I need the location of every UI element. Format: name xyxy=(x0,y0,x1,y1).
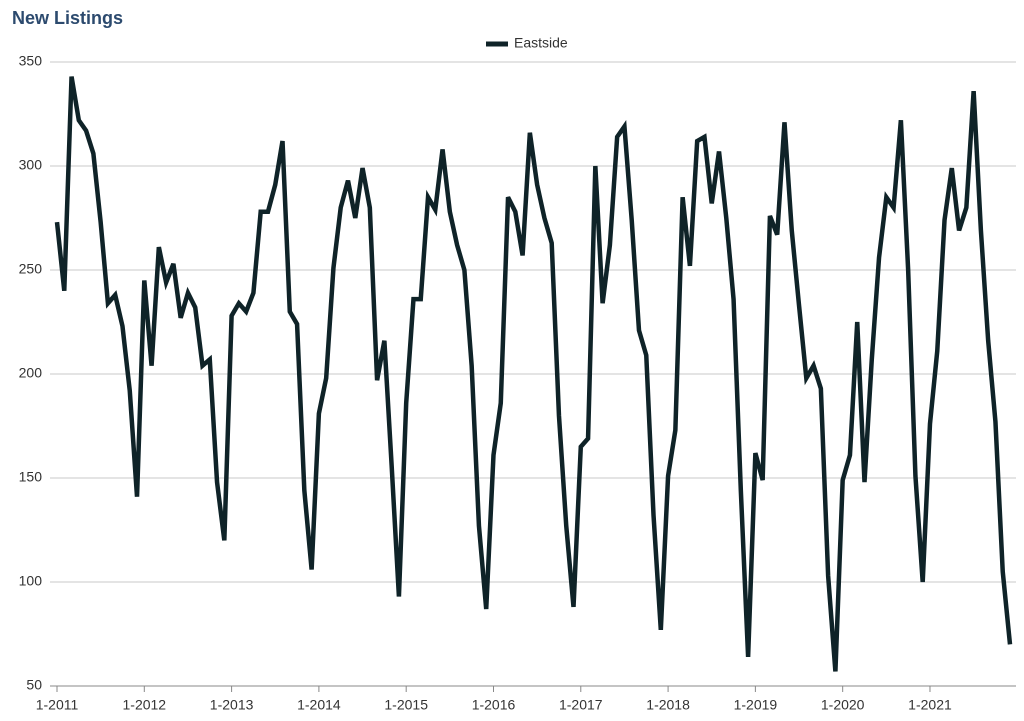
series-line xyxy=(54,76,1013,672)
x-tick-label: 1-2013 xyxy=(210,697,254,713)
y-tick-label: 300 xyxy=(19,157,43,173)
x-tick-label: 1-2016 xyxy=(472,697,516,713)
chart-title: New Listings xyxy=(12,8,123,28)
x-tick-label: 1-2012 xyxy=(123,697,167,713)
x-tick-label: 1-2019 xyxy=(734,697,778,713)
x-tick-label: 1-2018 xyxy=(646,697,690,713)
x-tick-label: 1-2011 xyxy=(36,697,79,713)
y-tick-label: 100 xyxy=(19,573,43,589)
y-tick-label: 200 xyxy=(19,365,43,381)
y-tick-label: 150 xyxy=(19,469,43,485)
y-tick-label: 350 xyxy=(19,53,43,69)
x-tick-label: 1-2020 xyxy=(821,697,865,713)
x-tick-label: 1-2017 xyxy=(559,697,603,713)
y-tick-label: 50 xyxy=(26,677,42,693)
x-tick-label: 1-2021 xyxy=(908,697,952,713)
x-tick-label: 1-2014 xyxy=(297,697,341,713)
x-tick-label: 1-2015 xyxy=(384,697,428,713)
y-tick-label: 250 xyxy=(19,261,43,277)
legend-label: Eastside xyxy=(514,35,568,51)
